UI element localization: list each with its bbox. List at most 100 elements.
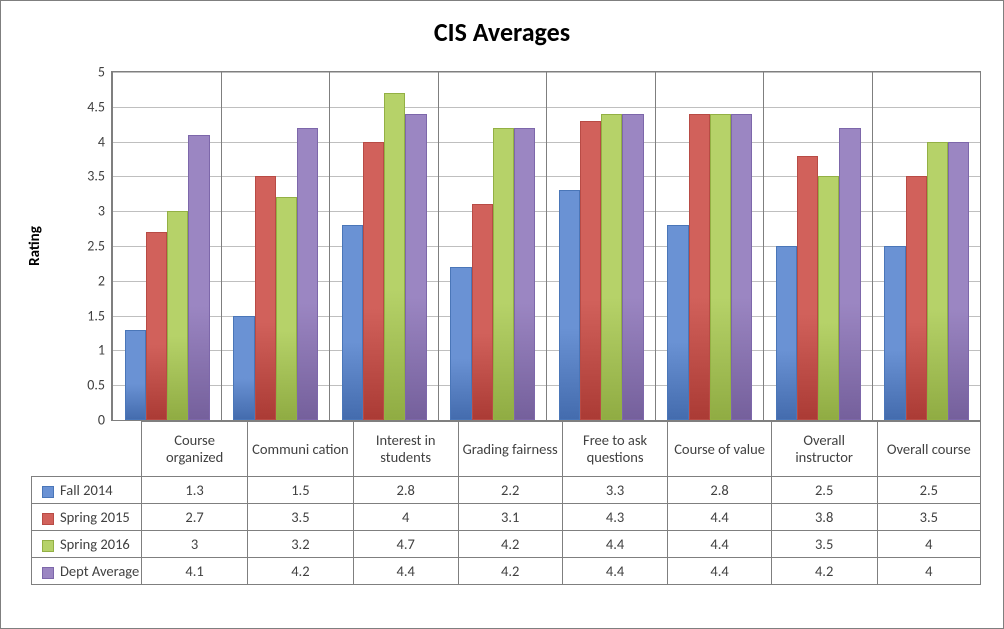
- bar: [450, 267, 471, 420]
- data-cell: 4.4: [668, 504, 771, 531]
- data-cell: 1.3: [142, 477, 248, 504]
- category-header: Overall instructor: [771, 422, 877, 477]
- bar: [255, 176, 276, 420]
- category-group: [438, 72, 547, 420]
- bar: [125, 330, 146, 420]
- bar: [689, 114, 710, 420]
- data-cell: 4: [877, 558, 980, 585]
- bar: [493, 128, 514, 420]
- bar: [363, 142, 384, 420]
- bar: [776, 246, 797, 420]
- data-cell: 3.1: [458, 504, 562, 531]
- category-group: [221, 72, 330, 420]
- bar: [839, 128, 860, 420]
- bar: [667, 225, 688, 420]
- data-cell: 2.2: [458, 477, 562, 504]
- y-tick-label: 5: [65, 64, 105, 81]
- data-cell: 2.5: [771, 477, 877, 504]
- legend-label: Fall 2014: [60, 481, 113, 499]
- data-cell: 2.8: [353, 477, 458, 504]
- data-cell: 4: [353, 504, 458, 531]
- bar: [146, 232, 167, 420]
- bar: [276, 197, 297, 420]
- data-cell: 3.2: [248, 531, 354, 558]
- data-cell: 4.7: [353, 531, 458, 558]
- legend-swatch: [42, 486, 54, 498]
- legend-cell: Spring 2016: [32, 531, 142, 558]
- y-tick-label: 2: [65, 272, 105, 289]
- chart-frame: CIS Averages Rating 00.511.522.533.544.5…: [0, 0, 1004, 629]
- bar: [297, 128, 318, 420]
- bar: [405, 114, 426, 420]
- data-cell: 3.3: [562, 477, 668, 504]
- data-cell: 2.5: [877, 477, 980, 504]
- category-group: [546, 72, 655, 420]
- category-group: [763, 72, 872, 420]
- data-cell: 2.7: [142, 504, 248, 531]
- y-tick-label: 1.5: [65, 307, 105, 324]
- bar: [514, 128, 535, 420]
- legend-swatch: [42, 567, 54, 579]
- y-tick-label: 2.5: [65, 238, 105, 255]
- data-cell: 4.3: [562, 504, 668, 531]
- category-group: [655, 72, 764, 420]
- table-row: Spring 201633.24.74.24.44.43.54: [32, 531, 981, 558]
- data-cell: 4: [877, 531, 980, 558]
- bar: [188, 135, 209, 420]
- bar: [384, 93, 405, 420]
- data-cell: 3: [142, 531, 248, 558]
- category-header: Communi cation: [248, 422, 354, 477]
- table-row: Dept Average4.14.24.44.24.44.44.24: [32, 558, 981, 585]
- bar: [472, 204, 493, 420]
- data-cell: 4.4: [562, 531, 668, 558]
- category-header: Course organized: [142, 422, 248, 477]
- bar: [797, 156, 818, 420]
- category-header: Grading fairness: [458, 422, 562, 477]
- bar: [884, 246, 905, 420]
- category-group: [112, 72, 221, 420]
- category-header: Course of value: [668, 422, 771, 477]
- y-tick-label: 0.5: [65, 377, 105, 394]
- data-cell: 4.4: [353, 558, 458, 585]
- data-cell: 4.2: [771, 558, 877, 585]
- bar: [731, 114, 752, 420]
- bar: [622, 114, 643, 420]
- data-cell: 4.2: [458, 558, 562, 585]
- category-header: Overall course: [877, 422, 980, 477]
- y-axis-title: Rating: [26, 226, 44, 266]
- data-cell: 4.2: [458, 531, 562, 558]
- data-cell: 3.5: [877, 504, 980, 531]
- table-row: Fall 20141.31.52.82.23.32.82.52.5: [32, 477, 981, 504]
- category-group: [329, 72, 438, 420]
- data-cell: 4.4: [668, 531, 771, 558]
- bar: [906, 176, 927, 420]
- y-tick-label: 3: [65, 203, 105, 220]
- data-cell: 2.8: [668, 477, 771, 504]
- category-header: Free to ask questions: [562, 422, 668, 477]
- bar: [710, 114, 731, 420]
- bar: [601, 114, 622, 420]
- data-cell: 3.8: [771, 504, 877, 531]
- category-group: [872, 72, 981, 420]
- data-cell: 4.4: [562, 558, 668, 585]
- bar: [948, 142, 969, 420]
- y-tick-label: 4.5: [65, 98, 105, 115]
- bar: [167, 211, 188, 420]
- bar: [580, 121, 601, 420]
- bar: [342, 225, 363, 420]
- data-cell: 3.5: [771, 531, 877, 558]
- table-row: Spring 20152.73.543.14.34.43.83.5: [32, 504, 981, 531]
- y-tick-label: 4: [65, 133, 105, 150]
- bar: [818, 176, 839, 420]
- table-corner: [32, 422, 142, 477]
- legend-swatch: [42, 513, 54, 525]
- data-cell: 4.1: [142, 558, 248, 585]
- y-tick-label: 1: [65, 342, 105, 359]
- bar: [927, 142, 948, 420]
- data-cell: 3.5: [248, 504, 354, 531]
- legend-swatch: [42, 540, 54, 552]
- bar: [233, 316, 254, 420]
- legend-cell: Spring 2015: [32, 504, 142, 531]
- data-table: Course organizedCommuni cationInterest i…: [31, 421, 981, 585]
- data-cell: 4.4: [668, 558, 771, 585]
